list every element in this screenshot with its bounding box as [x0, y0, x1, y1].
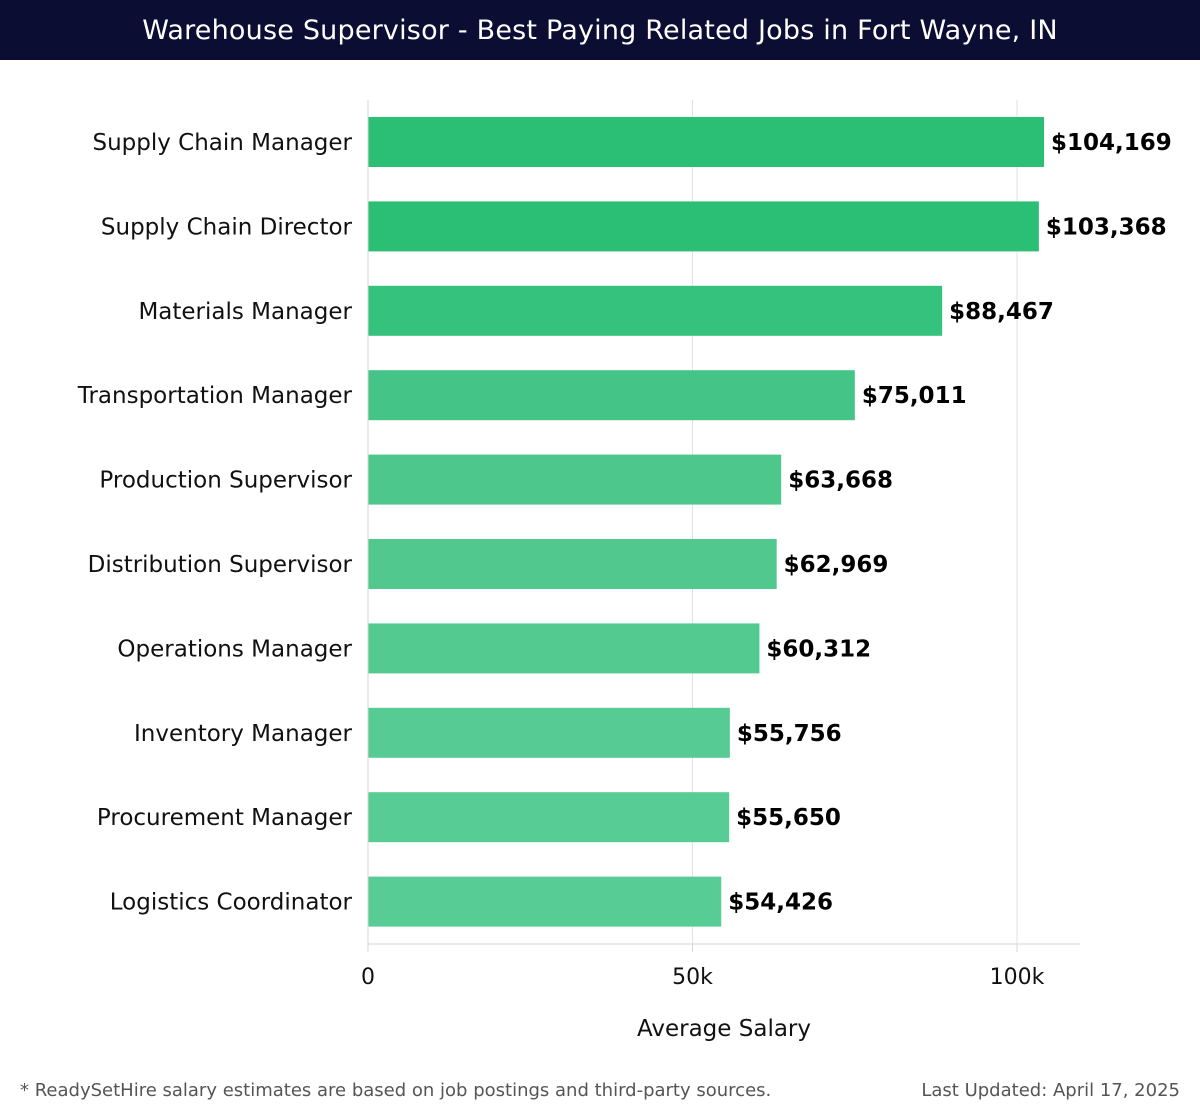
data-label: $60,312 [766, 636, 871, 662]
category-label: Operations Manager [117, 636, 352, 662]
category-label: Production Supervisor [99, 468, 352, 494]
category-label: Inventory Manager [134, 721, 353, 747]
data-label: $103,368 [1046, 214, 1167, 240]
bar [368, 707, 730, 758]
footer-note: * ReadySetHire salary estimates are base… [20, 1080, 772, 1101]
data-label: $75,011 [862, 383, 967, 409]
data-label: $63,668 [788, 468, 893, 494]
bar [368, 876, 722, 927]
category-label: Materials Manager [138, 299, 352, 325]
data-label: $55,650 [736, 805, 841, 831]
data-label: $54,426 [728, 890, 833, 916]
x-tick-label: 100k [990, 965, 1045, 990]
bar [368, 370, 855, 421]
bar [368, 117, 1045, 167]
category-label: Procurement Manager [97, 805, 353, 831]
x-axis-title: Average Salary [637, 1016, 811, 1042]
category-label: Transportation Manager [77, 383, 353, 409]
chart-title: Warehouse Supervisor - Best Paying Relat… [142, 14, 1058, 46]
bar [368, 454, 782, 505]
category-label: Supply Chain Manager [92, 130, 352, 156]
bar [368, 539, 777, 589]
x-tick-label: 0 [361, 965, 375, 990]
category-label: Logistics Coordinator [110, 890, 353, 916]
data-label: $88,467 [949, 299, 1054, 325]
data-label: $104,169 [1051, 130, 1172, 156]
data-label: $55,756 [737, 721, 842, 747]
category-label: Distribution Supervisor [88, 552, 353, 578]
bar [368, 201, 1039, 252]
title-bar: Warehouse Supervisor - Best Paying Relat… [0, 0, 1200, 60]
category-label: Supply Chain Director [101, 214, 353, 240]
footer-updated: Last Updated: April 17, 2025 [921, 1080, 1180, 1101]
bar-chart: Supply Chain Manager $104,169 Supply Chain… [77, 100, 1172, 1042]
bar [368, 792, 730, 843]
bar [368, 285, 943, 336]
x-tick-label: 50k [672, 965, 713, 990]
data-label: $62,969 [784, 552, 889, 578]
bar [368, 623, 760, 674]
